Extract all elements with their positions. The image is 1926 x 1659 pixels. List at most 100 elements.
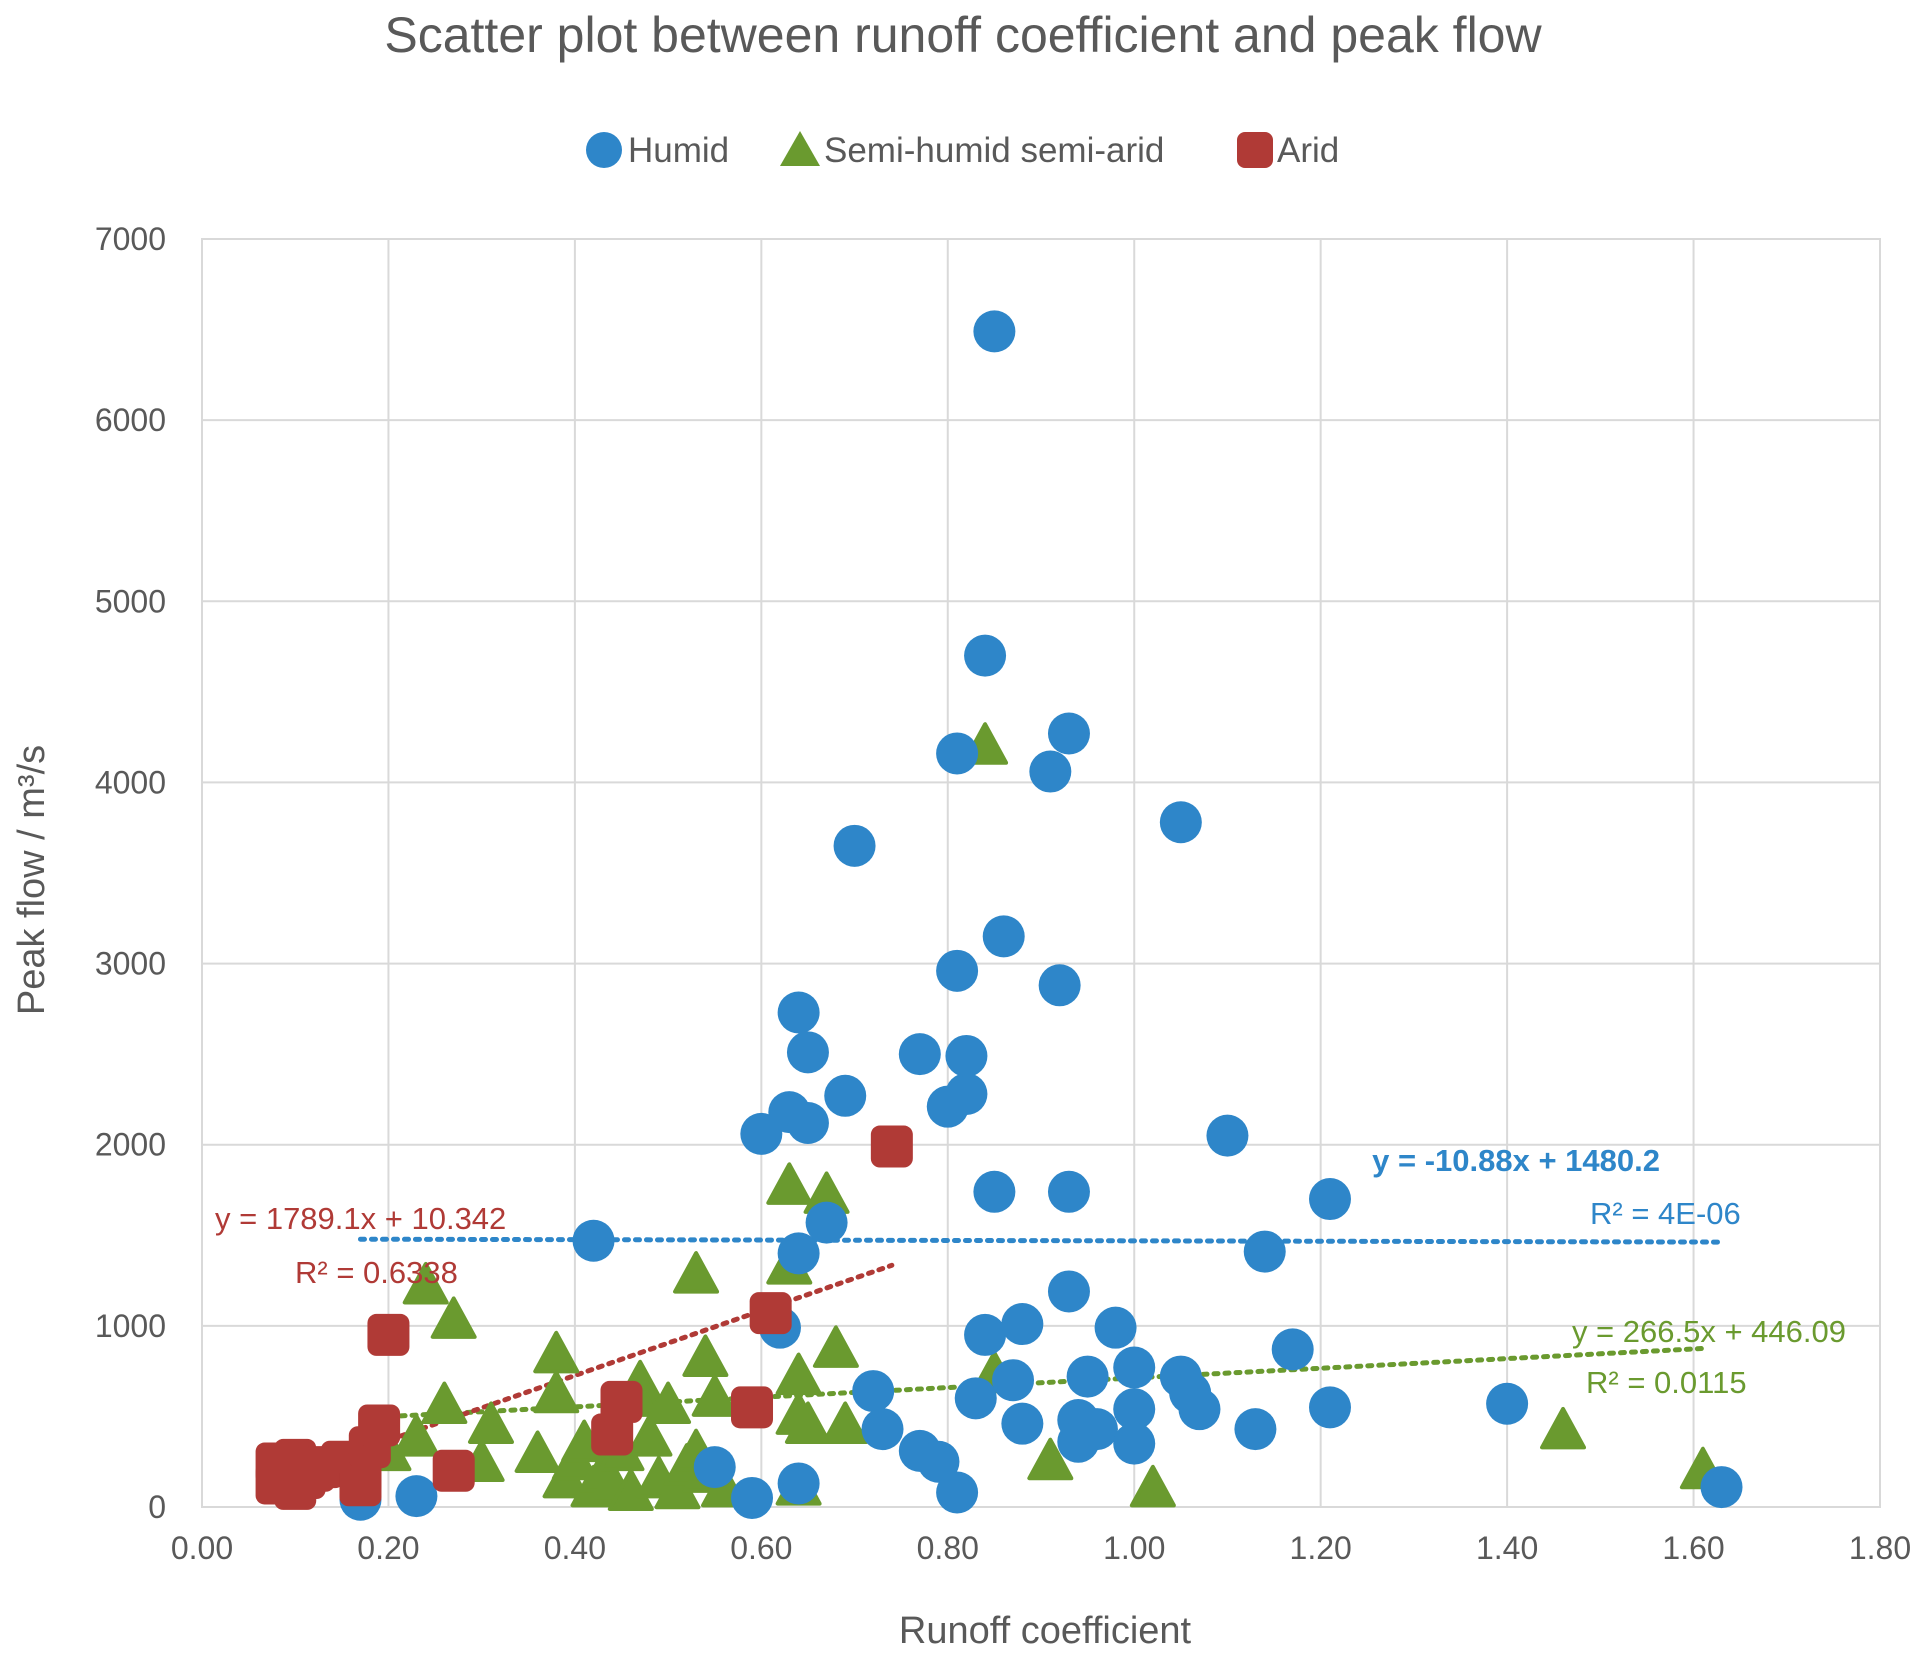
humid-point	[731, 1476, 774, 1519]
humid-point	[1113, 1388, 1156, 1431]
semi-humid-semi-arid-point	[766, 1162, 813, 1205]
y-tick-label: 0	[148, 1489, 166, 1525]
humid-point	[982, 915, 1025, 958]
semi-humid-semi-arid-point	[393, 1414, 440, 1457]
humid-point	[1271, 1328, 1314, 1371]
semi-humid-semi-arid-point	[1540, 1406, 1587, 1450]
humid-point	[964, 634, 1007, 677]
semi-humid-semi-arid-point	[822, 1401, 869, 1444]
legend-marker-arid	[1237, 132, 1273, 168]
humid-trendline	[357, 1236, 1725, 1245]
x-tick-label: 1.20	[1290, 1530, 1352, 1566]
humid-point	[395, 1475, 438, 1518]
humid-point	[1243, 1230, 1286, 1273]
y-tick-label: 2000	[95, 1127, 166, 1163]
humid-point	[1047, 1170, 1090, 1213]
semi-humid-semi-arid-point	[402, 1262, 449, 1305]
semi-humid-semi-arid-point	[467, 1401, 514, 1444]
humid-point	[1066, 1355, 1109, 1398]
legend-item-arid: Arid	[1237, 131, 1339, 170]
semi-humid-semi-arid-point	[514, 1430, 561, 1473]
semi-humid-semi-arid-point	[1027, 1437, 1074, 1481]
humid-point	[936, 732, 979, 775]
humid-trend-r-squared: R² = 4E-06	[1590, 1196, 1741, 1231]
legend-label-arid: Arid	[1277, 131, 1339, 170]
semi-arid-trend-r-squared: R² = 0.0115	[1586, 1365, 1747, 1400]
semi-humid-semi-arid-point	[682, 1334, 729, 1377]
arid-trend-r-squared: R² = 0.6338	[295, 1255, 458, 1290]
arid-point	[367, 1313, 410, 1356]
x-tick-label: 0.60	[730, 1530, 792, 1566]
semi-humid-semi-arid-point	[533, 1370, 580, 1414]
humid-point	[1486, 1382, 1529, 1425]
humid-point	[693, 1446, 736, 1489]
x-tick-label: 0.80	[917, 1530, 979, 1566]
humid-point	[917, 1440, 960, 1483]
humid-point	[1113, 1422, 1156, 1465]
humid-point	[1094, 1306, 1137, 1349]
y-tick-label: 3000	[95, 946, 166, 982]
x-tick-label: 1.80	[1849, 1530, 1911, 1566]
arid-point	[358, 1404, 401, 1447]
arid-point	[600, 1380, 643, 1423]
y-tick-label: 1000	[95, 1308, 166, 1344]
humid-point	[805, 1201, 848, 1244]
humid-point	[898, 1033, 941, 1076]
legend-item-semi-humid-semi-arid: Semi-humid semi-arid	[780, 131, 1164, 170]
humid-point	[1308, 1178, 1351, 1221]
legend: Humid Semi-humid semi-arid Arid	[586, 131, 1339, 170]
humid-point	[572, 1219, 615, 1262]
semi-arid-trend-equation: y = 266.5x + 446.09	[1572, 1314, 1846, 1349]
chart-title: Scatter plot between runoff coefficient …	[384, 7, 1542, 63]
humid-point	[1308, 1386, 1351, 1429]
x-tick-label: 1.00	[1103, 1530, 1165, 1566]
trendline-labels: y = -10.88x + 1480.2 R² = 4E-06 y = 266.…	[215, 1143, 1846, 1400]
semi-humid-semi-arid-point	[691, 1374, 738, 1417]
semi-humid-semi-arid-point	[645, 1381, 692, 1425]
legend-item-humid: Humid	[586, 131, 729, 170]
y-tick-label: 4000	[95, 764, 166, 800]
legend-label-semi-humid-semi-arid: Semi-humid semi-arid	[824, 131, 1164, 170]
x-tick-label: 0.40	[544, 1530, 606, 1566]
humid-point	[945, 1034, 988, 1077]
humid-point	[992, 1359, 1035, 1402]
y-tick-labels: 0 1000 2000 3000 4000 5000 6000 7000	[95, 221, 166, 1525]
arid-point	[731, 1386, 774, 1429]
humid-point	[777, 1232, 820, 1275]
humid-point	[954, 1377, 997, 1420]
humid-point	[1047, 712, 1090, 755]
humid-point	[1113, 1346, 1156, 1389]
humid-point	[1178, 1388, 1221, 1431]
arid-point	[749, 1292, 792, 1335]
plot-area-border	[201, 238, 1881, 1508]
humid-point	[824, 1074, 867, 1117]
humid-point	[861, 1408, 904, 1451]
humid-point	[1029, 750, 1072, 793]
humid-point	[1038, 964, 1081, 1007]
humid-point	[1206, 1114, 1249, 1157]
y-tick-label: 7000	[95, 221, 166, 257]
arid-point	[591, 1413, 634, 1456]
humid-point	[777, 991, 820, 1034]
humid-point	[1234, 1408, 1277, 1451]
humid-point	[777, 1462, 820, 1505]
legend-marker-semi-humid-semi-arid	[780, 131, 820, 166]
humid-point	[1001, 1402, 1044, 1445]
humid-point	[786, 1031, 829, 1074]
humid-point	[1700, 1466, 1743, 1509]
humid-trend-equation: y = -10.88x + 1480.2	[1372, 1143, 1660, 1178]
x-axis-title: Runoff coefficient	[899, 1610, 1192, 1652]
arid-point	[432, 1449, 475, 1492]
semi-humid-semi-arid-point	[430, 1296, 477, 1339]
humid-point	[1075, 1408, 1118, 1451]
humid-point	[852, 1370, 895, 1413]
humid-point	[1001, 1303, 1044, 1346]
humid-point	[964, 1313, 1007, 1356]
humid-point	[973, 310, 1016, 353]
semi-humid-semi-arid-point	[775, 1352, 822, 1396]
gridlines	[201, 238, 1881, 1508]
legend-label-humid: Humid	[628, 131, 729, 170]
humid-point	[1159, 801, 1202, 844]
humid-point	[945, 1072, 988, 1115]
